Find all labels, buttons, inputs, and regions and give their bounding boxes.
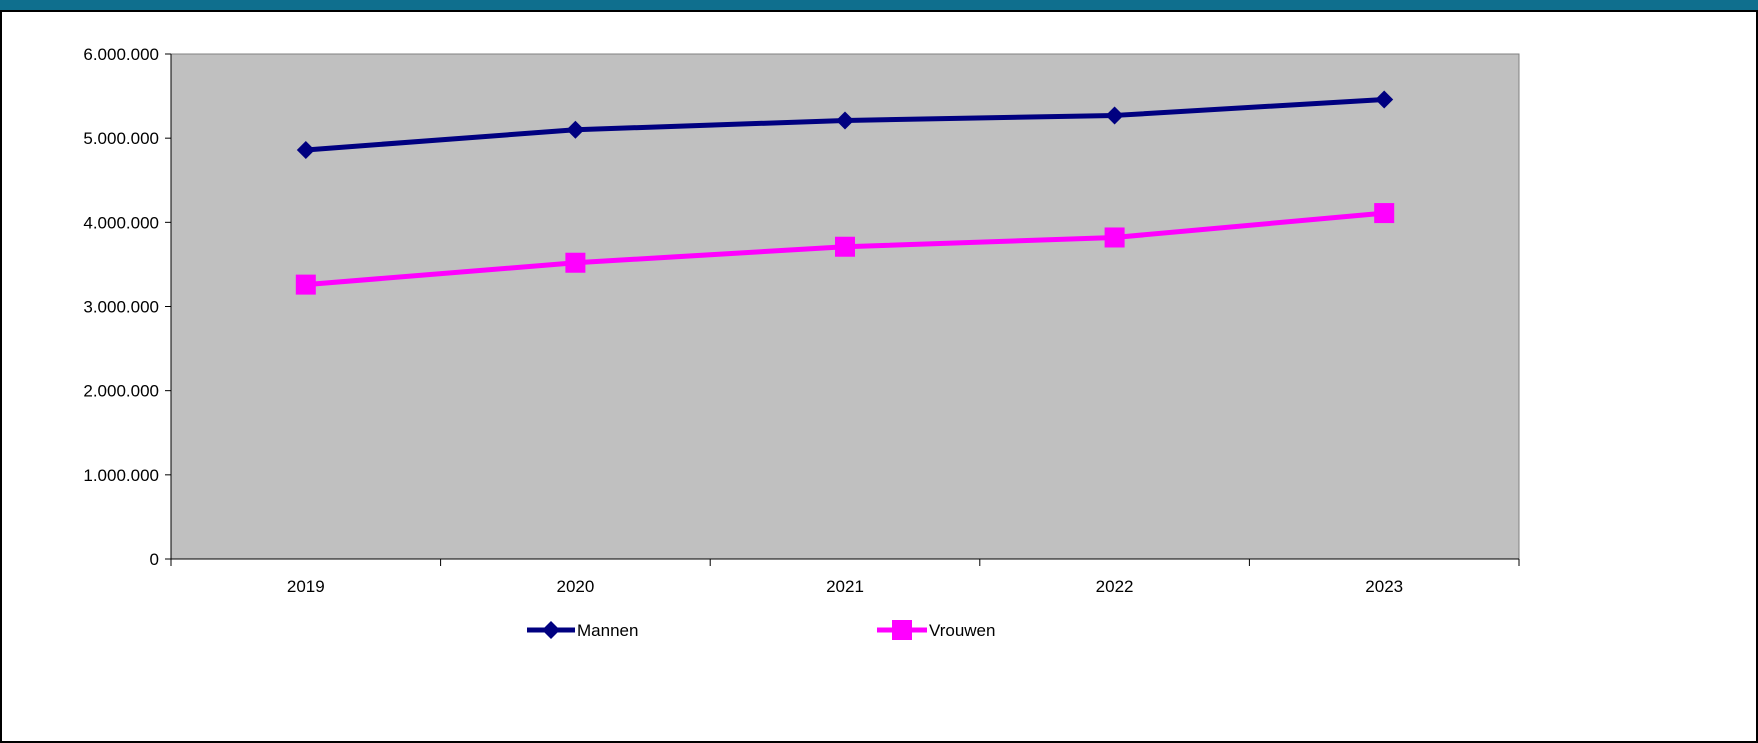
data-point-mannen xyxy=(296,140,315,159)
y-tick-label: 0 xyxy=(150,550,159,569)
axes: 0 1.000.000 2.000.000 3.000.000 4.000.000 5.0… xyxy=(83,45,1520,596)
data-point-mannen xyxy=(1375,90,1394,109)
series-layer xyxy=(295,90,1395,295)
x-tick-label: 2019 xyxy=(287,577,325,596)
data-point-vrouwen xyxy=(1374,203,1395,224)
legend-marker-vrouwen xyxy=(892,620,912,640)
x-tick-label: 2023 xyxy=(1365,577,1403,596)
y-tick-label: 1.000.000 xyxy=(83,466,159,485)
data-point-mannen xyxy=(1105,106,1124,125)
data-point-vrouwen xyxy=(565,252,586,273)
x-tick-label: 2020 xyxy=(556,577,594,596)
y-tick-label: 3.000.000 xyxy=(83,298,159,317)
data-point-vrouwen xyxy=(835,236,855,257)
data-point-mannen xyxy=(836,111,854,130)
legend: Mannen Vrouwen xyxy=(527,620,995,640)
y-tick-label: 4.000.000 xyxy=(83,213,159,232)
legend-label-vrouwen: Vrouwen xyxy=(929,621,995,640)
data-point-vrouwen xyxy=(1104,227,1125,248)
legend-label-mannen: Mannen xyxy=(577,621,638,640)
x-tick-label: 2021 xyxy=(826,577,864,596)
top-band xyxy=(0,0,1758,10)
data-point-vrouwen xyxy=(295,274,316,295)
x-tick-label: 2022 xyxy=(1096,577,1134,596)
y-tick-label: 5.000.000 xyxy=(83,129,159,148)
legend-marker-mannen xyxy=(542,621,560,639)
y-tick-label: 6.000.000 xyxy=(83,45,159,64)
data-point-mannen xyxy=(566,120,585,139)
y-tick-label: 2.000.000 xyxy=(83,382,159,401)
plot-area xyxy=(170,53,1520,560)
